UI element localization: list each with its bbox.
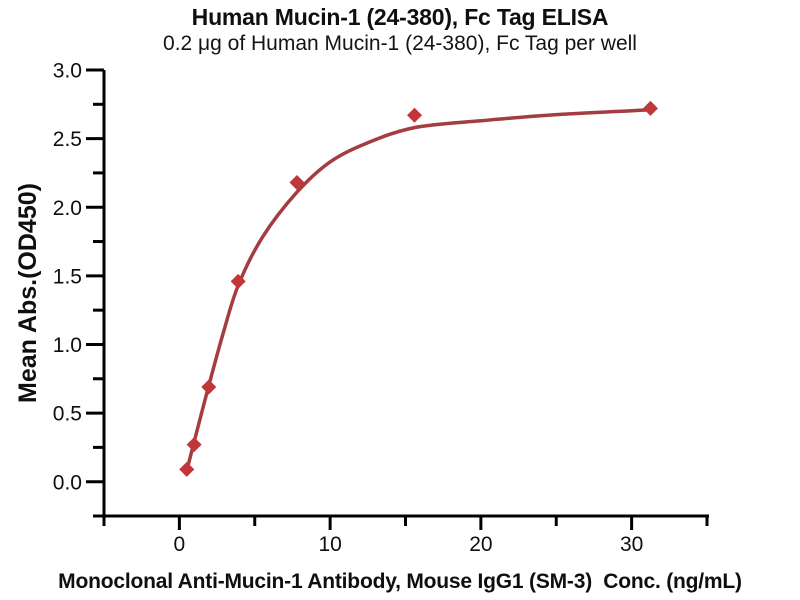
x-tick-label: 20	[469, 533, 492, 556]
data-point	[186, 437, 202, 453]
data-points	[179, 100, 658, 477]
y-tick-label: 3.0	[53, 60, 82, 83]
data-point	[201, 379, 217, 395]
data-point	[642, 100, 658, 116]
fit-curve	[185, 108, 653, 473]
x-axis-title: Monoclonal Anti-Mucin-1 Antibody, Mouse …	[58, 570, 742, 593]
data-point	[407, 107, 423, 123]
y-axis-title: Mean Abs.(OD450)	[14, 183, 42, 403]
x-tick-label: 0	[174, 533, 186, 556]
y-tick-label: 1.0	[53, 334, 82, 357]
data-point	[179, 461, 195, 477]
y-tick-label: 2.5	[53, 128, 82, 151]
y-tick-label: 2.0	[53, 197, 82, 220]
chart-subtitle: 0.2 μg of Human Mucin-1 (24-380), Fc Tag…	[163, 32, 637, 55]
data-point	[289, 175, 305, 191]
chart-title: Human Mucin-1 (24-380), Fc Tag ELISA	[191, 4, 609, 30]
axis-ticks	[86, 68, 709, 530]
y-tick-label: 0.0	[53, 471, 82, 494]
x-tick-label: 10	[318, 533, 341, 556]
x-tick-label: 30	[620, 533, 643, 556]
y-tick-label: 0.5	[53, 403, 82, 426]
data-point	[230, 273, 246, 289]
y-tick-label: 1.5	[53, 265, 82, 288]
axis-tick-labels: 0.0 0.5 1.0 1.5 2.0 2.5 3.0 0 10 20 30	[53, 60, 644, 556]
